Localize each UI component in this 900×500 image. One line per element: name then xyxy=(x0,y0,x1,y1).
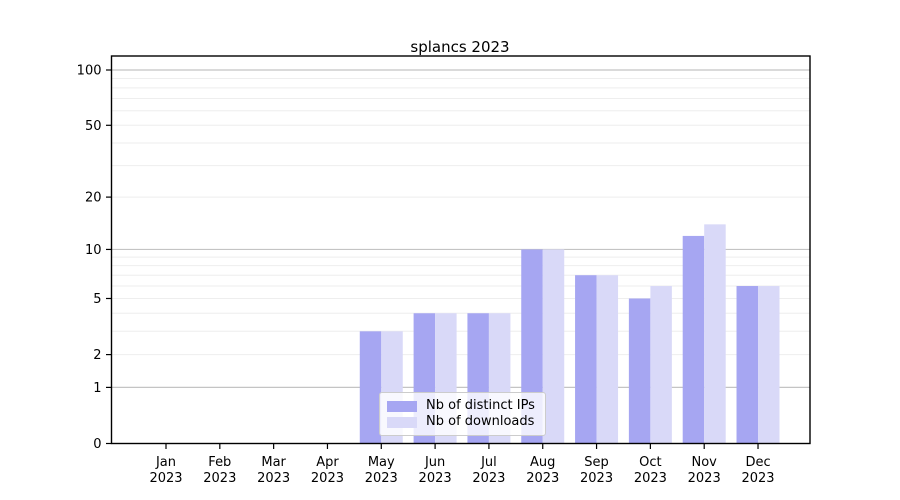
legend-item-distinct-ips: Nb of distinct IPs xyxy=(387,398,537,414)
chart-title: splancs 2023 xyxy=(410,38,509,56)
bar-downloads xyxy=(542,249,565,444)
bar-distinct-ips xyxy=(682,235,705,444)
x-tick-label: Oct 2023 xyxy=(634,455,667,486)
y-tick-label: 5 xyxy=(93,292,101,307)
legend: Nb of distinct IPs Nb of downloads xyxy=(379,392,546,436)
x-tick-label: Sep 2023 xyxy=(580,455,613,486)
y-tick-label: 50 xyxy=(85,119,102,134)
gridlines-layer xyxy=(111,69,810,389)
bar-downloads xyxy=(596,275,619,444)
x-tick-label: Nov 2023 xyxy=(688,455,721,486)
x-tick-label: May 2023 xyxy=(365,455,398,486)
x-tick-label: Aug 2023 xyxy=(526,455,559,486)
bar-distinct-ips xyxy=(359,331,382,444)
legend-swatch-downloads xyxy=(387,416,417,428)
bar-downloads xyxy=(758,286,780,444)
legend-item-downloads: Nb of downloads xyxy=(387,414,537,430)
legend-label-distinct-ips: Nb of distinct IPs xyxy=(426,398,535,413)
x-tick-label: Jun 2023 xyxy=(419,455,452,486)
y-tick-label: 20 xyxy=(85,191,102,206)
y-tick-label: 0 xyxy=(93,437,101,452)
x-tick-label: Feb 2023 xyxy=(203,455,236,486)
bar-distinct-ips xyxy=(575,275,597,444)
bar-distinct-ips xyxy=(628,298,651,444)
y-tick-label: 10 xyxy=(85,243,102,258)
x-tick-label: Jan 2023 xyxy=(149,455,182,486)
x-tick-label: Jul 2023 xyxy=(472,455,505,486)
legend-swatch-distinct-ips xyxy=(387,400,417,412)
bar-distinct-ips xyxy=(736,286,759,444)
legend-label-downloads: Nb of downloads xyxy=(426,414,535,429)
x-tick-label: Dec 2023 xyxy=(741,455,774,486)
y-tick-label: 100 xyxy=(77,64,102,79)
x-tick-label: Apr 2023 xyxy=(311,455,344,486)
y-tick-label: 2 xyxy=(93,348,101,363)
bar-downloads xyxy=(650,286,672,444)
x-tick-label: Mar 2023 xyxy=(257,455,290,486)
bar-downloads xyxy=(704,224,726,444)
y-tick-label: 1 xyxy=(93,381,101,396)
axes-layer: 0 1 2 5 10 20 50 100 Jan 2023 Feb 2023 Mar 2023 Apr 202… xyxy=(77,55,811,486)
